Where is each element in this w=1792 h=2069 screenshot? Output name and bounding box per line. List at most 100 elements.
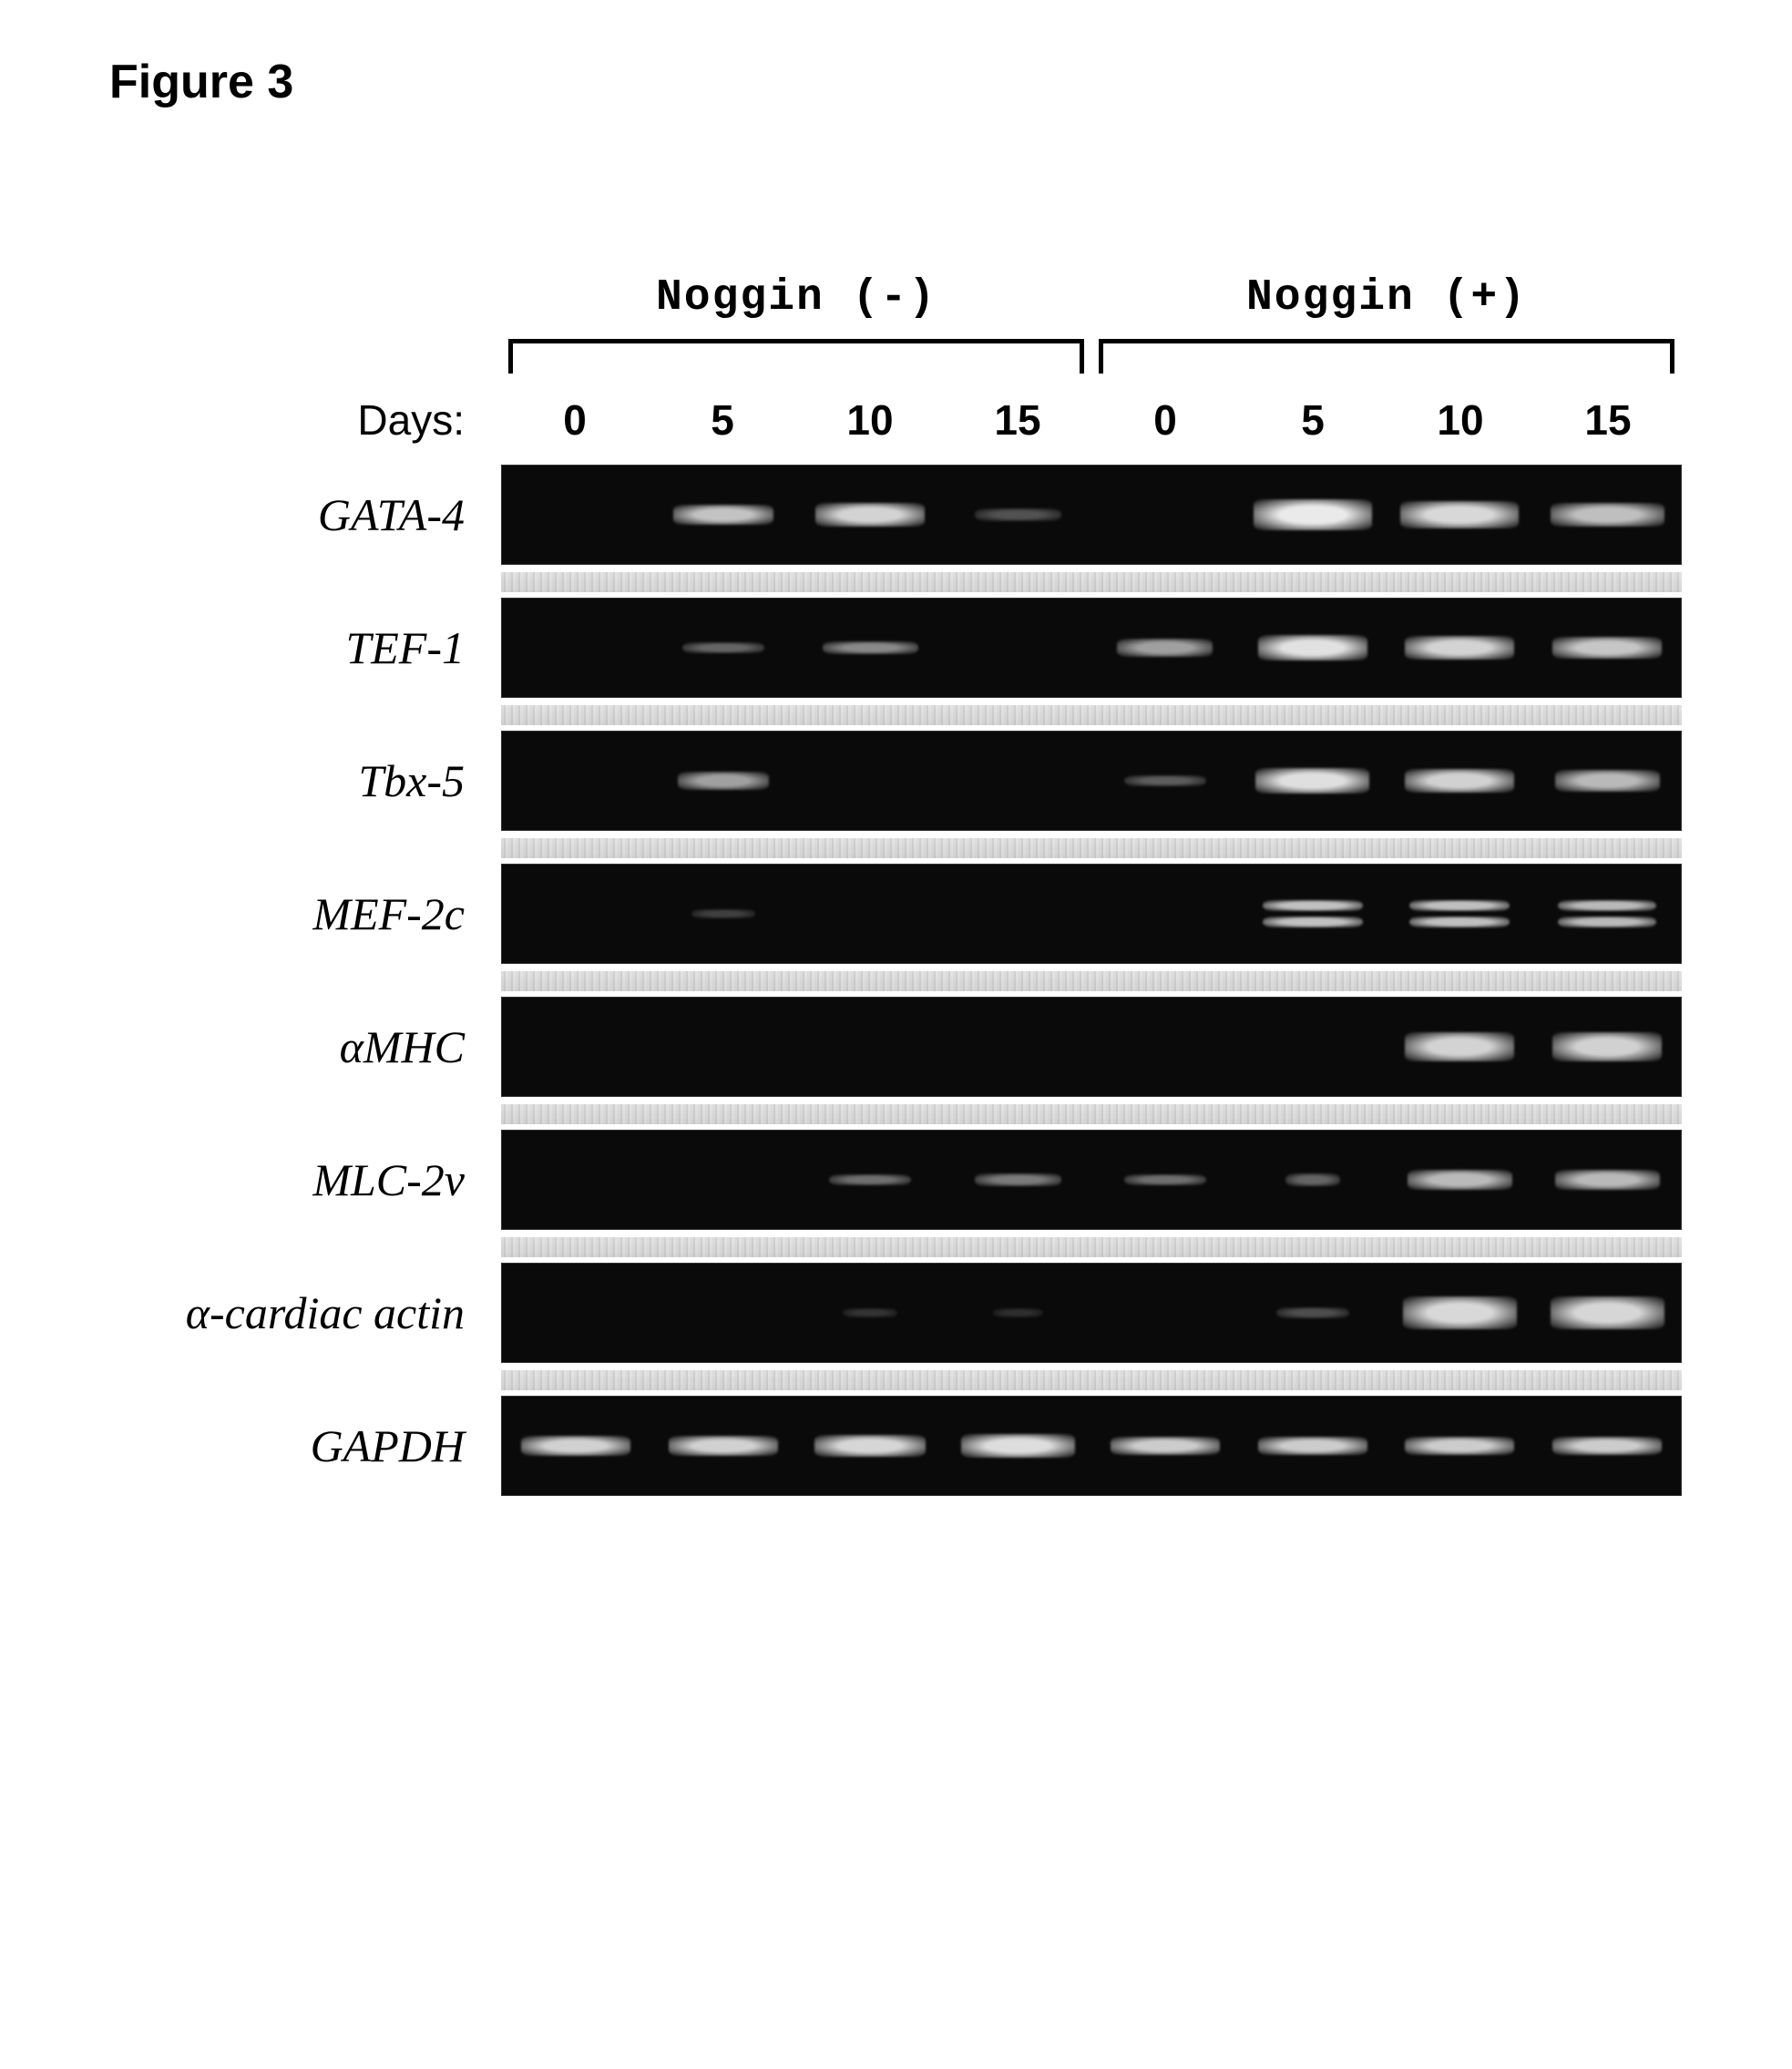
lane-header: 15 bbox=[944, 395, 1091, 445]
gel-band bbox=[814, 1435, 926, 1457]
gel-band-double bbox=[1263, 900, 1363, 927]
gel-band bbox=[993, 1308, 1043, 1317]
gel-band-double bbox=[1558, 900, 1656, 927]
gel-lane bbox=[502, 865, 650, 963]
gel-strip bbox=[501, 1263, 1682, 1363]
gel-band bbox=[1555, 770, 1660, 792]
gel-row: GAPDH bbox=[73, 1396, 1682, 1496]
gel-band bbox=[1276, 1307, 1349, 1318]
figure-title: Figure 3 bbox=[109, 55, 1756, 109]
gel-row: TEF-1 bbox=[73, 598, 1682, 698]
gel-lane bbox=[1533, 732, 1681, 830]
gene-label: GATA-4 bbox=[73, 488, 501, 541]
days-label: Days: bbox=[73, 395, 501, 445]
gel-band bbox=[682, 642, 764, 653]
gel-lane bbox=[502, 1264, 650, 1362]
lane-header: 15 bbox=[1534, 395, 1682, 445]
noise-spacer bbox=[73, 971, 501, 991]
gene-label: MEF-2c bbox=[73, 887, 501, 940]
lane-header: 10 bbox=[796, 395, 944, 445]
gel-lane bbox=[797, 732, 945, 830]
gel-lane bbox=[797, 1131, 945, 1229]
gel-lane bbox=[797, 998, 945, 1096]
gel-lane bbox=[1533, 1397, 1681, 1495]
gel-band bbox=[1552, 637, 1662, 659]
gel-band bbox=[1555, 1170, 1660, 1190]
bracket-icon bbox=[501, 339, 1091, 375]
gel-lane bbox=[944, 466, 1091, 564]
gene-label: Tbx-5 bbox=[73, 754, 501, 807]
gel-strip bbox=[501, 731, 1682, 831]
gel-lane bbox=[1239, 1397, 1387, 1495]
gel-strip bbox=[501, 465, 1682, 565]
gel-band bbox=[678, 772, 769, 790]
gel-lane bbox=[1533, 466, 1681, 564]
gel-row: Tbx-5 bbox=[73, 731, 1682, 831]
gel-lane bbox=[1091, 865, 1239, 963]
gel-band bbox=[1263, 917, 1363, 927]
gel-lane bbox=[1239, 466, 1387, 564]
gel-band bbox=[1405, 769, 1514, 793]
gel-band bbox=[669, 1436, 778, 1456]
figure-container: Noggin (-) Noggin (+) Days: 0 5 10 15 0 … bbox=[73, 273, 1756, 1503]
condition-header-row: Noggin (-) Noggin (+) bbox=[73, 273, 1682, 386]
gel-lane bbox=[1387, 1131, 1534, 1229]
gel-lane bbox=[1091, 732, 1239, 830]
gel-lane bbox=[650, 732, 797, 830]
gel-lane bbox=[1387, 1264, 1534, 1362]
noise-strip bbox=[501, 1370, 1682, 1390]
gene-label: MLC-2v bbox=[73, 1153, 501, 1206]
gel-band bbox=[1117, 639, 1213, 657]
gel-lane bbox=[1239, 732, 1387, 830]
gel-band bbox=[1405, 1032, 1514, 1061]
gel-band bbox=[1405, 636, 1514, 660]
gel-row: α-cardiac actin bbox=[73, 1263, 1682, 1363]
gel-band bbox=[815, 503, 925, 527]
noise-strip bbox=[501, 705, 1682, 725]
noise-spacer bbox=[73, 572, 501, 592]
gel-band bbox=[673, 505, 773, 525]
condition-group-noggin-plus: Noggin (+) bbox=[1091, 273, 1682, 386]
noise-strip bbox=[501, 838, 1682, 858]
scan-noise-bar bbox=[73, 1104, 1682, 1124]
gel-band bbox=[1124, 775, 1206, 786]
gel-lane bbox=[797, 466, 945, 564]
gel-lane bbox=[1387, 998, 1534, 1096]
lane-header: 0 bbox=[1091, 395, 1239, 445]
gel-band bbox=[1551, 1296, 1664, 1329]
gel-strip bbox=[501, 1130, 1682, 1230]
gel-band bbox=[975, 508, 1061, 521]
gel-band bbox=[1403, 1296, 1517, 1329]
gel-lane bbox=[944, 1264, 1091, 1362]
gel-lane bbox=[1533, 1264, 1681, 1362]
gel-row: MLC-2v bbox=[73, 1130, 1682, 1230]
noise-spacer bbox=[73, 1237, 501, 1257]
gel-lane bbox=[502, 599, 650, 697]
gel-lane bbox=[1091, 599, 1239, 697]
gel-lane bbox=[1239, 1264, 1387, 1362]
noise-spacer bbox=[73, 838, 501, 858]
gel-band bbox=[843, 1308, 897, 1317]
gel-lane bbox=[944, 1131, 1091, 1229]
scan-noise-bar bbox=[73, 838, 1682, 858]
gel-row: MEF-2c bbox=[73, 864, 1682, 964]
gel-band bbox=[1551, 503, 1664, 527]
gel-band bbox=[829, 1174, 911, 1185]
condition-label: Noggin (-) bbox=[656, 273, 937, 323]
gel-lane bbox=[650, 865, 797, 963]
gel-strip bbox=[501, 997, 1682, 1097]
noise-spacer bbox=[73, 1370, 501, 1390]
gel-lane bbox=[1091, 1264, 1239, 1362]
gel-lane bbox=[1091, 998, 1239, 1096]
condition-label: Noggin (+) bbox=[1246, 273, 1527, 323]
days-row: Days: 0 5 10 15 0 5 10 15 bbox=[73, 395, 1682, 445]
gel-band bbox=[521, 1436, 630, 1456]
gel-lane bbox=[502, 1131, 650, 1229]
gene-label: αMHC bbox=[73, 1020, 501, 1073]
condition-group-noggin-minus: Noggin (-) bbox=[501, 273, 1091, 386]
gel-band bbox=[1409, 900, 1510, 911]
gel-band bbox=[1405, 1437, 1514, 1455]
gel-lane bbox=[1387, 732, 1534, 830]
gel-lane bbox=[502, 466, 650, 564]
gel-lane bbox=[1533, 998, 1681, 1096]
